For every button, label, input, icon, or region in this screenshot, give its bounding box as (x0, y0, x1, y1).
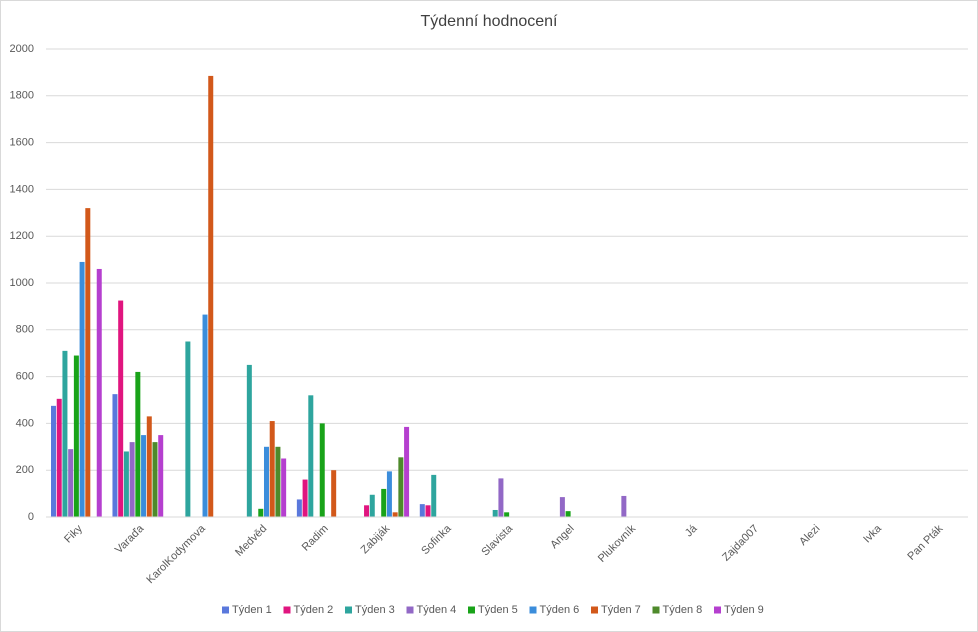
legend-swatch (714, 606, 721, 614)
bar (123, 451, 129, 517)
bar (565, 511, 571, 517)
bar (308, 395, 314, 517)
bar (79, 261, 85, 517)
bar (135, 371, 141, 517)
legend-swatch (591, 606, 598, 614)
legend-swatch (468, 606, 475, 614)
bar (202, 314, 208, 517)
y-tick-label: 400 (16, 417, 34, 429)
bar (498, 478, 504, 517)
legend-swatch (406, 606, 414, 614)
bar (319, 423, 325, 517)
bar (425, 505, 431, 517)
bar (129, 442, 135, 517)
bar (275, 446, 281, 517)
bar (263, 446, 269, 517)
bar (96, 268, 102, 517)
y-tick-label: 1400 (10, 183, 34, 195)
bar (381, 488, 387, 517)
legend-label: Týden 9 (724, 604, 764, 616)
y-tick-label: 1600 (10, 137, 34, 149)
bar (56, 398, 62, 517)
bar (369, 494, 375, 517)
bar (392, 512, 398, 517)
bar (398, 457, 404, 517)
bar (158, 435, 164, 517)
bar (621, 495, 627, 517)
y-tick-label: 1800 (10, 90, 34, 102)
bar (258, 508, 264, 517)
legend-swatch (652, 606, 660, 614)
legend-label: Týden 5 (478, 604, 518, 616)
legend-label: Týden 2 (294, 604, 334, 616)
y-tick-label: 800 (16, 324, 34, 336)
bar (302, 479, 308, 517)
bar (419, 504, 425, 517)
legend-label: Týden 4 (417, 604, 457, 616)
bar (68, 449, 74, 517)
bar (185, 341, 191, 517)
legend-swatch (529, 606, 537, 614)
chart-title: Týdenní hodnocení (421, 13, 559, 30)
y-tick-label: 1200 (10, 230, 34, 242)
bar (112, 394, 118, 517)
legend-label: Týden 1 (232, 604, 272, 616)
bar (331, 470, 337, 517)
bar (269, 421, 275, 517)
legend-label: Týden 3 (355, 604, 395, 616)
bar (296, 499, 302, 517)
bar (559, 497, 565, 517)
bar (404, 426, 410, 517)
bar (492, 509, 498, 517)
bar (208, 75, 214, 517)
bar (141, 435, 147, 517)
bar (51, 405, 56, 517)
bar (62, 350, 68, 517)
legend-label: Týden 7 (601, 604, 641, 616)
legend-swatch (222, 606, 229, 614)
bar (386, 471, 392, 517)
bar (118, 300, 124, 517)
bar (73, 355, 79, 517)
y-tick-label: 600 (16, 371, 34, 383)
bar (281, 458, 287, 517)
bar (152, 442, 158, 517)
y-tick-label: 0 (28, 511, 34, 523)
legend-label: Týden 8 (663, 604, 703, 616)
y-tick-label: 2000 (10, 43, 34, 55)
bar (85, 208, 91, 517)
bar (364, 505, 370, 517)
legend-swatch (345, 606, 352, 614)
bar (504, 512, 510, 517)
legend-label: Týden 6 (540, 604, 580, 616)
legend-swatch (283, 606, 291, 614)
y-tick-label: 1000 (10, 277, 34, 289)
bar (431, 474, 437, 517)
bar (146, 416, 152, 517)
bar (246, 364, 252, 517)
y-tick-label: 200 (16, 464, 34, 476)
